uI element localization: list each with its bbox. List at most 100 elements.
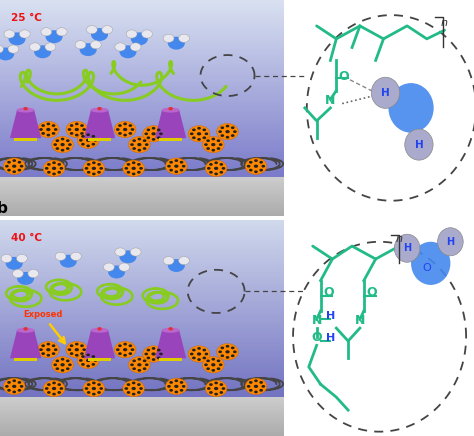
Circle shape (214, 161, 218, 164)
Ellipse shape (162, 328, 180, 333)
Circle shape (46, 30, 63, 43)
Circle shape (75, 123, 79, 125)
Circle shape (233, 130, 237, 133)
Circle shape (55, 139, 59, 142)
Circle shape (132, 359, 136, 362)
Circle shape (55, 359, 59, 362)
Circle shape (57, 383, 61, 386)
Text: 40 °C: 40 °C (11, 233, 42, 243)
Circle shape (47, 163, 51, 166)
Polygon shape (84, 330, 115, 358)
Circle shape (52, 173, 56, 175)
Bar (88, 358, 111, 361)
Bar (0, 130, 284, 132)
Circle shape (61, 149, 64, 152)
Circle shape (12, 159, 16, 162)
Bar (0, 328, 284, 330)
Circle shape (131, 348, 134, 351)
Circle shape (209, 163, 213, 166)
Circle shape (46, 128, 51, 131)
Circle shape (80, 132, 84, 135)
Circle shape (214, 382, 218, 385)
Text: H: H (415, 140, 423, 150)
Circle shape (206, 359, 210, 362)
Circle shape (97, 107, 102, 110)
Bar (0, 245, 284, 247)
Circle shape (94, 139, 97, 142)
Bar (0, 341, 284, 343)
Circle shape (68, 143, 72, 146)
Circle shape (143, 367, 146, 370)
Circle shape (39, 128, 43, 131)
Bar (0, 207, 284, 208)
Bar (0, 408, 284, 409)
Text: H: H (381, 88, 390, 98)
Circle shape (52, 352, 55, 355)
Circle shape (12, 164, 17, 168)
Circle shape (5, 385, 9, 388)
Circle shape (174, 164, 179, 168)
Circle shape (137, 163, 141, 166)
Circle shape (17, 272, 34, 285)
Circle shape (128, 344, 132, 347)
Bar (0, 334, 284, 337)
Circle shape (52, 387, 56, 390)
Circle shape (130, 363, 134, 366)
Circle shape (18, 161, 21, 164)
Circle shape (114, 341, 136, 358)
Bar (0, 65, 284, 67)
Circle shape (220, 347, 224, 349)
Bar (0, 279, 284, 281)
Bar (0, 116, 284, 119)
Circle shape (206, 147, 210, 150)
Bar (0, 0, 284, 2)
Text: O: O (339, 70, 349, 83)
Circle shape (54, 348, 57, 351)
Bar (0, 74, 284, 76)
Circle shape (70, 344, 73, 347)
Circle shape (214, 173, 218, 175)
Circle shape (202, 357, 224, 373)
Circle shape (60, 255, 77, 268)
Circle shape (226, 345, 229, 347)
Circle shape (19, 30, 30, 38)
Bar (0, 175, 284, 177)
Bar (0, 418, 284, 419)
Circle shape (55, 252, 66, 260)
Bar (0, 193, 284, 194)
Bar (0, 72, 284, 74)
Bar (0, 43, 284, 45)
Circle shape (86, 139, 91, 142)
Circle shape (4, 30, 15, 38)
Circle shape (74, 128, 79, 131)
Circle shape (12, 391, 16, 393)
Circle shape (139, 167, 143, 170)
Bar (0, 38, 284, 40)
Bar (0, 410, 284, 412)
Circle shape (211, 138, 215, 140)
Bar (0, 423, 284, 424)
Circle shape (207, 387, 210, 390)
Circle shape (52, 124, 55, 127)
Bar (0, 390, 284, 392)
Circle shape (61, 138, 64, 140)
Text: n: n (395, 234, 402, 244)
Circle shape (205, 353, 208, 355)
Circle shape (87, 391, 91, 394)
Circle shape (52, 393, 56, 395)
Circle shape (180, 161, 183, 164)
Circle shape (259, 161, 263, 164)
Circle shape (137, 363, 142, 366)
Circle shape (249, 389, 253, 392)
Circle shape (174, 379, 178, 382)
Circle shape (152, 347, 155, 350)
Text: O: O (422, 262, 431, 272)
Bar (0, 319, 284, 321)
Bar (0, 96, 284, 99)
Circle shape (217, 367, 220, 370)
Bar (0, 164, 284, 166)
Circle shape (145, 143, 148, 146)
Circle shape (45, 167, 48, 170)
Bar (0, 85, 284, 87)
Circle shape (152, 138, 155, 141)
